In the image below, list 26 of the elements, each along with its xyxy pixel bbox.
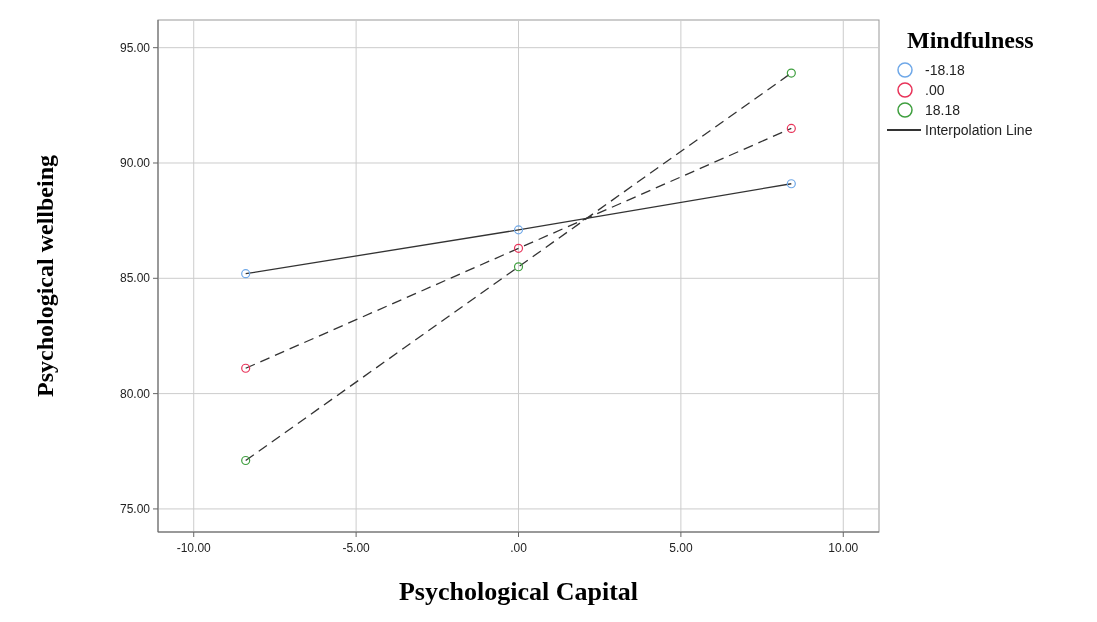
x-tick-label: -10.00	[176, 541, 212, 555]
legend-label: .00	[925, 82, 945, 98]
point	[786, 68, 796, 78]
x-tick-label: .00	[510, 541, 528, 555]
legend-title: Mindfulness	[907, 27, 1034, 53]
point	[241, 269, 251, 279]
point	[241, 363, 251, 373]
y-tick-label: 85.00	[119, 271, 151, 286]
y-axis-title: Psychological wellbeing	[32, 155, 58, 397]
x-tick-label: 10.00	[828, 541, 859, 555]
point	[513, 225, 524, 235]
text: Interpolation Line	[925, 122, 1033, 138]
y-tick-label: 95.00	[119, 40, 151, 55]
point	[786, 123, 796, 133]
x-tick-label: -5.00	[342, 541, 371, 555]
point	[513, 243, 524, 253]
y-tick-label: 90.00	[119, 155, 151, 170]
legend-label: -18.18	[925, 62, 965, 78]
legend-label: 18.18	[925, 102, 961, 118]
point	[241, 455, 251, 466]
x-axis-title: Psychological Capital	[398, 577, 639, 606]
y-tick-label: 80.00	[119, 386, 151, 401]
point	[786, 179, 796, 189]
y-tick-label: 75.00	[119, 501, 151, 516]
x-tick-label: 5.00	[669, 541, 693, 555]
point	[513, 262, 524, 272]
